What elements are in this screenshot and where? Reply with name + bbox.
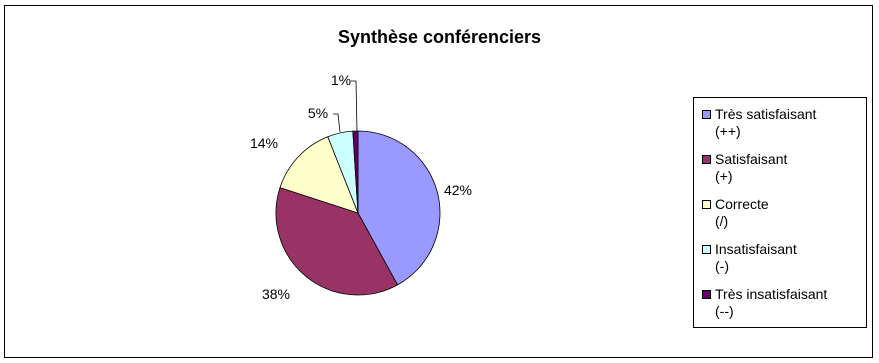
legend-sublabel: (/) xyxy=(715,213,729,229)
legend-item: Insatisfaisant (-) xyxy=(702,241,870,275)
chart-title: Synthèse conférenciers xyxy=(337,27,542,47)
pie-slice xyxy=(275,187,399,296)
pie-slice xyxy=(279,136,359,214)
legend-label: Très insatisfaisant xyxy=(715,286,828,302)
legend-sublabel: (-) xyxy=(715,258,729,274)
legend-sublabel: (++) xyxy=(715,123,741,139)
legend-item: Très satisfaisant (++) xyxy=(702,106,870,140)
legend-swatch xyxy=(702,290,711,299)
legend-swatch xyxy=(702,155,711,164)
legend-label: Très satisfaisant xyxy=(715,106,817,122)
pie-slice xyxy=(357,130,441,286)
legend-item: Correcte (/) xyxy=(702,196,870,230)
legend-label: Correcte xyxy=(715,196,769,212)
data-label: 42% xyxy=(444,182,472,198)
legend-item: Satisfaisant (+) xyxy=(702,151,870,185)
legend-swatch xyxy=(702,110,711,119)
leader-line xyxy=(351,80,358,132)
legend-sublabel: (--) xyxy=(715,303,734,319)
data-label: 1% xyxy=(331,72,351,88)
data-label: 14% xyxy=(250,135,278,151)
data-label: 38% xyxy=(262,286,290,302)
legend-sublabel: (+) xyxy=(715,168,733,184)
legend-swatch xyxy=(702,200,711,209)
data-label: 5% xyxy=(308,105,328,121)
legend-label: Insatisfaisant xyxy=(715,241,797,257)
legend-item: Très insatisfaisant (--) xyxy=(702,286,870,320)
leader-line xyxy=(333,113,341,133)
chart-legend: Très satisfaisant (++) Satisfaisant (+) Co… xyxy=(693,97,867,328)
legend-label: Satisfaisant xyxy=(715,151,788,167)
legend-swatch xyxy=(702,245,711,254)
pie-slice xyxy=(352,130,359,214)
